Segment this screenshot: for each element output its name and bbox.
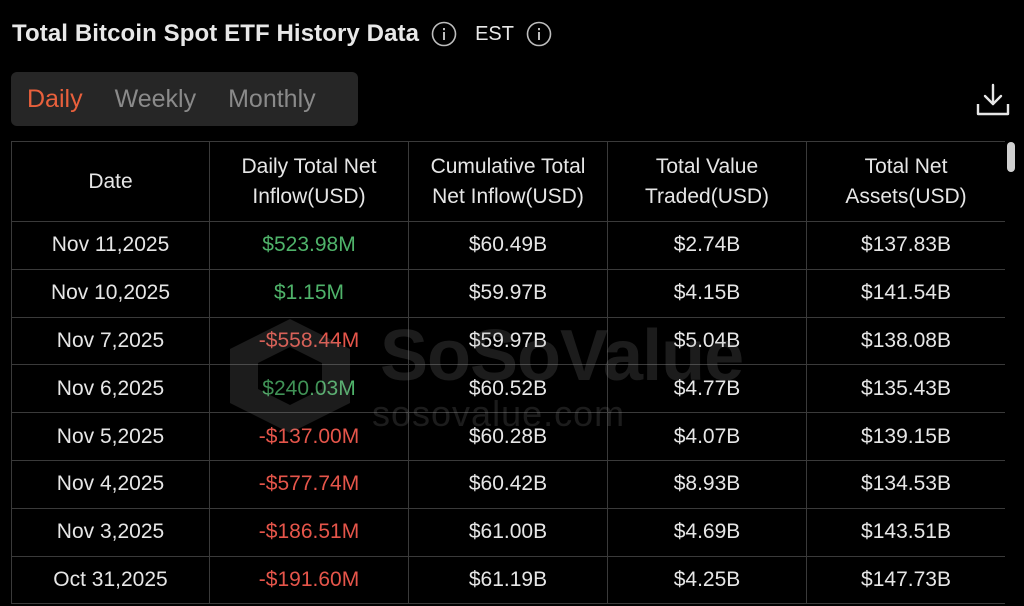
date-cell: Oct 31,2025 (11, 555, 210, 605)
table-row: Nov 7,2025 -$558.44M $59.97B $5.04B $138.08B (11, 316, 1005, 366)
table-scrollbar[interactable] (1006, 142, 1016, 606)
total-value-traded-cell: $5.04B (607, 316, 807, 366)
date-cell: Nov 10,2025 (11, 268, 210, 318)
table-row: Nov 4,2025 -$577.74M $60.42B $8.93B $134.53B (11, 459, 1005, 509)
daily-net-inflow-cell: $1.15M (209, 268, 409, 318)
table-row: Nov 6,2025 $240.03M $60.52B $4.77B $135.43B (11, 364, 1005, 414)
daily-net-inflow-cell: -$137.00M (209, 412, 409, 461)
date-cell: Nov 4,2025 (11, 459, 210, 509)
total-net-assets-cell: $134.53B (806, 459, 1005, 509)
header-date[interactable]: Date (11, 141, 210, 222)
cumulative-net-inflow-cell: $60.28B (408, 412, 608, 461)
tab-weekly[interactable]: Weekly (114, 84, 197, 113)
cumulative-net-inflow-cell: $60.52B (408, 364, 608, 414)
period-tabs: Daily Weekly Monthly (11, 72, 358, 126)
total-value-traded-cell: $4.07B (607, 412, 807, 461)
download-icon (976, 83, 1010, 116)
total-net-assets-cell: $147.73B (806, 555, 1005, 605)
page-title: Total Bitcoin Spot ETF History Data (12, 20, 420, 47)
timezone-info-icon[interactable] (526, 21, 552, 47)
download-button[interactable] (975, 82, 1011, 118)
table-row: Nov 3,2025 -$186.51M $61.00B $4.69B $143.51B (11, 507, 1005, 557)
header-cumulative-net-inflow[interactable]: Cumulative Total Net Inflow(USD) (408, 141, 608, 222)
date-cell: Nov 3,2025 (11, 507, 210, 557)
header: Total Bitcoin Spot ETF History Data EST (12, 14, 552, 54)
daily-net-inflow-cell: $523.98M (209, 221, 409, 270)
total-net-assets-cell: $137.83B (806, 221, 1005, 270)
total-value-traded-cell: $4.77B (607, 364, 807, 414)
scrollbar-thumb[interactable] (1007, 142, 1015, 172)
total-net-assets-cell: $139.15B (806, 412, 1005, 461)
table-row: Oct 31,2025 -$191.60M $61.19B $4.25B $147.73… (11, 555, 1005, 605)
cumulative-net-inflow-cell: $60.42B (408, 459, 608, 509)
header-daily-net-inflow[interactable]: Daily Total Net Inflow(USD) (209, 141, 409, 222)
table-header-row: Date Daily Total Net Inflow(USD) Cumulat… (11, 141, 1005, 222)
info-icon[interactable] (431, 21, 457, 47)
daily-net-inflow-cell: -$191.60M (209, 555, 409, 605)
date-cell: Nov 11,2025 (11, 221, 210, 270)
daily-net-inflow-cell: -$558.44M (209, 316, 409, 366)
timezone-label: EST (475, 22, 514, 45)
total-value-traded-cell: $4.69B (607, 507, 807, 557)
cumulative-net-inflow-cell: $59.97B (408, 268, 608, 318)
table-row: Nov 11,2025 $523.98M $60.49B $2.74B $137.83B (11, 221, 1005, 270)
total-net-assets-cell: $135.43B (806, 364, 1005, 414)
total-value-traded-cell: $2.74B (607, 221, 807, 270)
daily-net-inflow-cell: -$186.51M (209, 507, 409, 557)
date-cell: Nov 7,2025 (11, 316, 210, 366)
total-value-traded-cell: $8.93B (607, 459, 807, 509)
cumulative-net-inflow-cell: $61.19B (408, 555, 608, 605)
table-row: Nov 10,2025 $1.15M $59.97B $4.15B $141.54B (11, 268, 1005, 318)
table-row: Nov 5,2025 -$137.00M $60.28B $4.07B $139.15B (11, 412, 1005, 461)
header-total-net-assets[interactable]: Total Net Assets(USD) (806, 141, 1005, 222)
total-value-traded-cell: $4.15B (607, 268, 807, 318)
total-net-assets-cell: $143.51B (806, 507, 1005, 557)
header-total-value-traded[interactable]: Total Value Traded(USD) (607, 141, 807, 222)
history-table-container[interactable]: Date Daily Total Net Inflow(USD) Cumulat… (11, 141, 1005, 606)
tab-daily[interactable]: Daily (27, 84, 83, 113)
daily-net-inflow-cell: $240.03M (209, 364, 409, 414)
daily-net-inflow-cell: -$577.74M (209, 459, 409, 509)
total-net-assets-cell: $138.08B (806, 316, 1005, 366)
date-cell: Nov 6,2025 (11, 364, 210, 414)
cumulative-net-inflow-cell: $61.00B (408, 507, 608, 557)
tab-monthly[interactable]: Monthly (228, 84, 316, 113)
history-table: Date Daily Total Net Inflow(USD) Cumulat… (11, 141, 1005, 605)
cumulative-net-inflow-cell: $60.49B (408, 221, 608, 270)
cumulative-net-inflow-cell: $59.97B (408, 316, 608, 366)
total-net-assets-cell: $141.54B (806, 268, 1005, 318)
date-cell: Nov 5,2025 (11, 412, 210, 461)
total-value-traded-cell: $4.25B (607, 555, 807, 605)
